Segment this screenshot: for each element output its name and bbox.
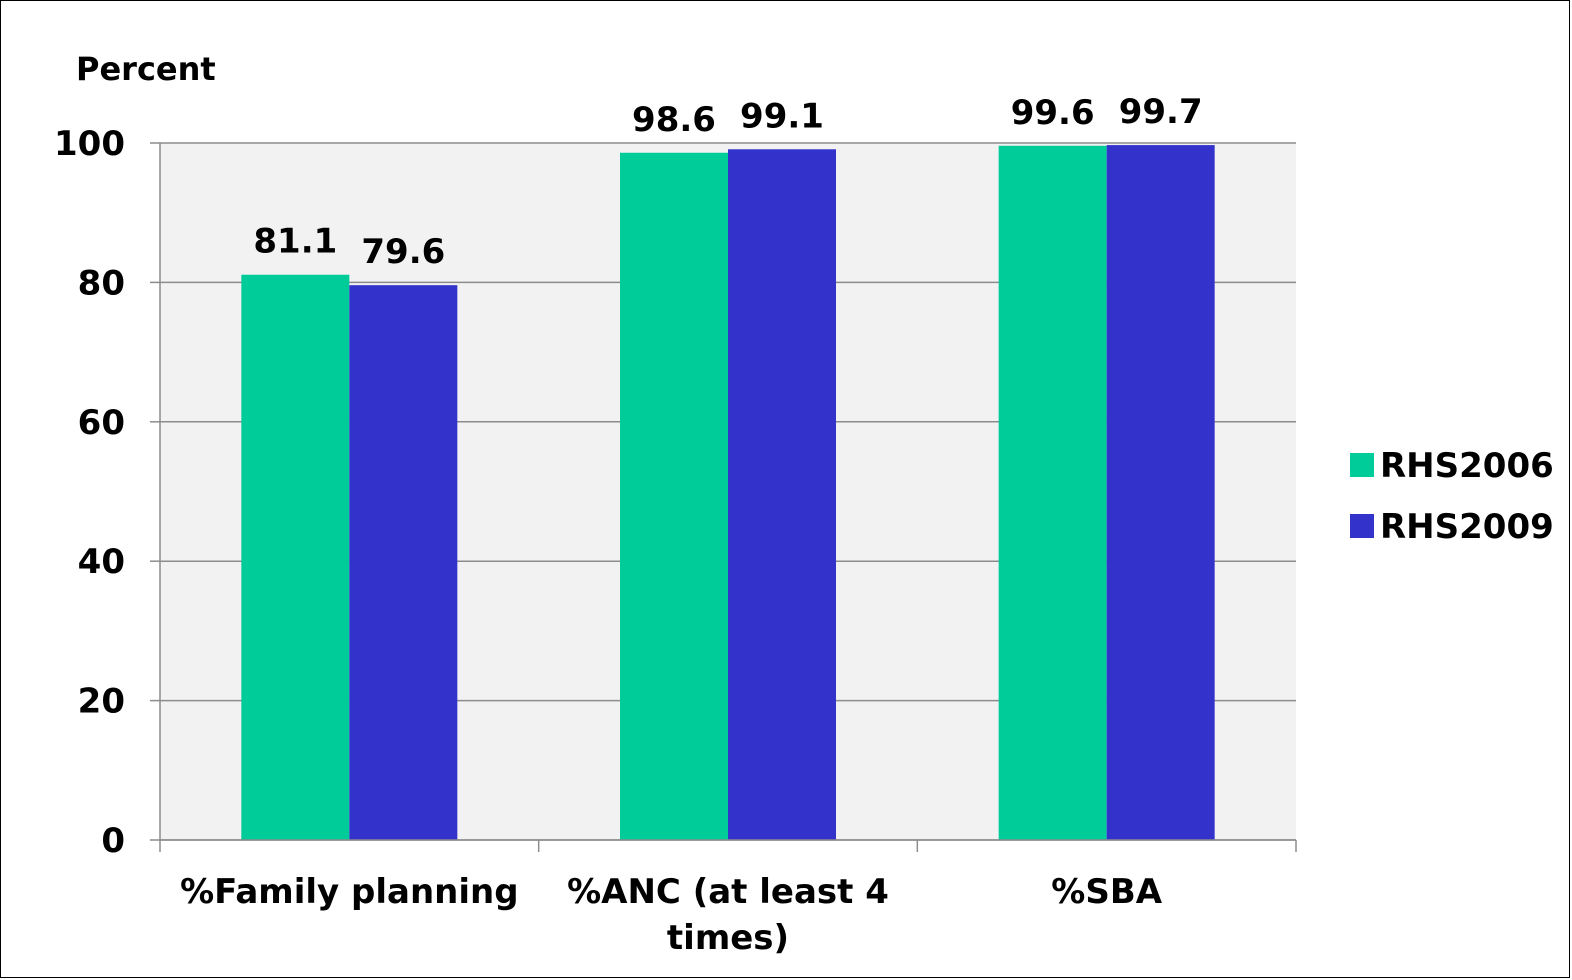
x-tick-labels: %Family planning %ANC (at least 4 times) %S… — [180, 872, 1163, 958]
bar-rhs2006-1 — [620, 152, 728, 840]
legend-label: RHS2006 — [1380, 446, 1554, 486]
y-tick-label: 0 — [101, 821, 125, 861]
x-tick-label: times) — [667, 918, 789, 958]
data-label: 99.1 — [740, 96, 824, 136]
bar-rhs2009-0 — [349, 285, 458, 840]
y-axis-title: Percent — [76, 50, 216, 88]
axes — [159, 143, 1297, 852]
bars-group — [241, 145, 1215, 841]
legend: RHS2006 RHS2009 — [1350, 446, 1554, 547]
y-tick-label: 40 — [78, 542, 125, 582]
y-tick-label: 20 — [78, 682, 125, 722]
data-label: 98.6 — [632, 100, 716, 140]
data-label: 81.1 — [253, 222, 337, 262]
bar-rhs2009-2 — [1106, 145, 1215, 840]
data-label: 99.6 — [1011, 93, 1095, 133]
y-tick-label: 60 — [78, 403, 125, 443]
data-label: 99.7 — [1119, 92, 1203, 132]
data-label: 79.6 — [361, 232, 445, 272]
legend-label: RHS2009 — [1380, 507, 1554, 547]
bar-rhs2006-0 — [241, 274, 350, 840]
legend-swatch-rhs2009 — [1350, 514, 1374, 538]
y-tick-label: 100 — [54, 124, 125, 164]
x-tick-label: %SBA — [1051, 872, 1162, 912]
bar-rhs2006-2 — [998, 145, 1107, 841]
y-tick-labels: 0 20 40 60 80 100 — [54, 124, 125, 861]
data-labels: 81.1 98.6 99.6 79.6 99.1 99.7 — [253, 92, 1202, 272]
y-tick-label: 80 — [78, 263, 125, 303]
x-tick-label: %ANC (at least 4 — [567, 872, 889, 912]
bar-rhs2009-1 — [728, 149, 836, 840]
x-tick-label: %Family planning — [180, 872, 519, 912]
legend-swatch-rhs2006 — [1350, 453, 1374, 477]
